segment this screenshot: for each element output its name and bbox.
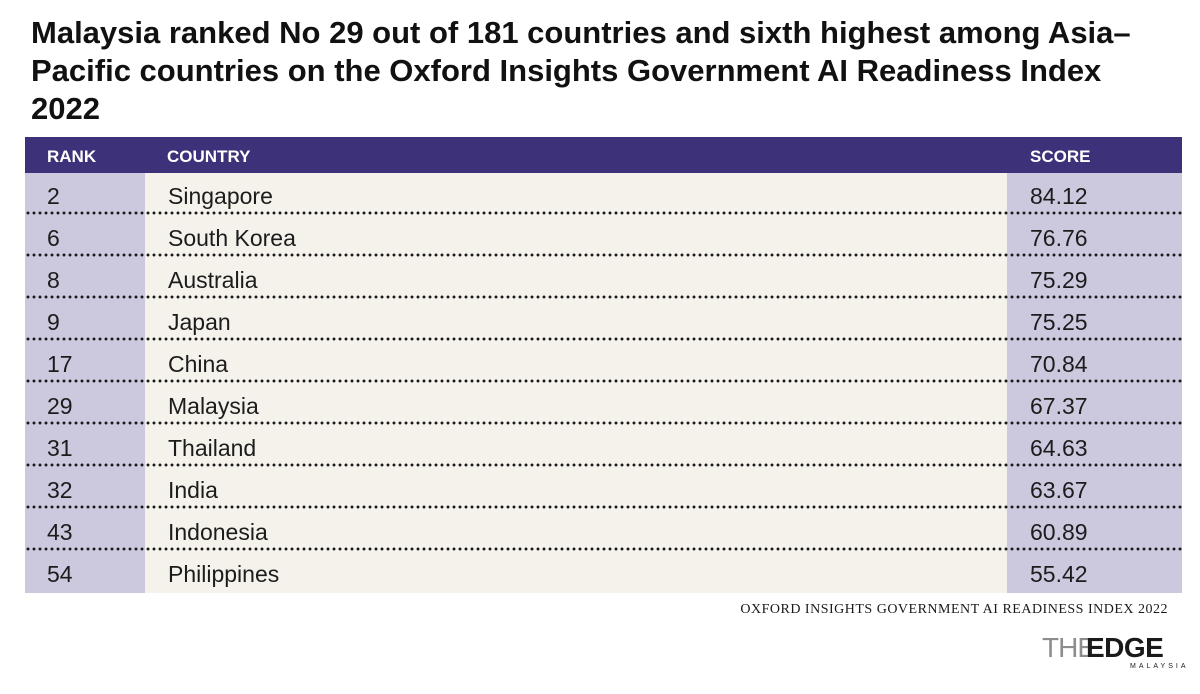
rank-cell: 6 — [47, 225, 60, 251]
country-cell: Australia — [168, 267, 258, 293]
logo-the: THE — [1042, 632, 1096, 663]
score-cell: 75.29 — [1030, 267, 1088, 293]
table-row: 2 Singapore 84.12 — [25, 173, 1182, 215]
header-rank: RANK — [47, 147, 97, 166]
country-cell: Philippines — [168, 561, 280, 587]
country-cell: India — [168, 477, 218, 503]
table-row: 17 China 70.84 — [25, 341, 1182, 383]
country-cell: Thailand — [168, 435, 257, 461]
score-cell: 84.12 — [1030, 183, 1088, 209]
country-cell: China — [168, 351, 229, 377]
country-cell: Malaysia — [168, 393, 259, 419]
rank-cell: 8 — [47, 267, 60, 293]
rank-cell: 29 — [47, 393, 73, 419]
table-row: 32 India 63.67 — [25, 467, 1182, 509]
header-country: COUNTRY — [167, 147, 251, 166]
the-edge-logo: THE EDGE MALAYSIA — [1042, 632, 1187, 672]
score-cell: 55.42 — [1030, 561, 1088, 587]
table-row: 29 Malaysia 67.37 — [25, 383, 1182, 425]
table-row: 6 South Korea 76.76 — [25, 215, 1182, 257]
score-cell: 64.63 — [1030, 435, 1088, 461]
table-row: 8 Australia 75.29 — [25, 257, 1182, 299]
country-cell: Japan — [168, 309, 231, 335]
ranking-table: RANK COUNTRY SCORE 2 Singapore 84.12 6 South… — [25, 137, 1182, 593]
source-note: OXFORD INSIGHTS GOVERNMENT AI READINESS … — [740, 602, 1168, 617]
header-score: SCORE — [1030, 147, 1091, 166]
score-cell: 67.37 — [1030, 393, 1088, 419]
rank-cell: 43 — [47, 519, 73, 545]
table-row: 54 Philippines 55.42 — [25, 551, 1182, 593]
rank-cell: 2 — [47, 183, 60, 209]
score-cell: 60.89 — [1030, 519, 1088, 545]
country-cell: Indonesia — [168, 519, 268, 545]
rank-cell: 32 — [47, 477, 73, 503]
table-row: 43 Indonesia 60.89 — [25, 509, 1182, 551]
country-cell: South Korea — [168, 225, 296, 251]
table-header: RANK COUNTRY SCORE — [25, 137, 1182, 173]
table-row: 9 Japan 75.25 — [25, 299, 1182, 341]
score-cell: 75.25 — [1030, 309, 1088, 335]
rank-cell: 31 — [47, 435, 73, 461]
rank-cell: 54 — [47, 561, 73, 587]
table-body: 2 Singapore 84.12 6 South Korea 76.76 8 Austral… — [25, 173, 1182, 593]
logo-sub: MALAYSIA — [1130, 663, 1189, 670]
rank-cell: 9 — [47, 309, 60, 335]
score-cell: 70.84 — [1030, 351, 1088, 377]
score-cell: 76.76 — [1030, 225, 1088, 251]
country-cell: Singapore — [168, 183, 273, 209]
logo-edge: EDGE — [1086, 632, 1164, 663]
table-row: 31 Thailand 64.63 — [25, 425, 1182, 467]
chart-title: Malaysia ranked No 29 out of 181 countri… — [31, 15, 1131, 126]
rank-cell: 17 — [47, 351, 73, 377]
score-cell: 63.67 — [1030, 477, 1088, 503]
